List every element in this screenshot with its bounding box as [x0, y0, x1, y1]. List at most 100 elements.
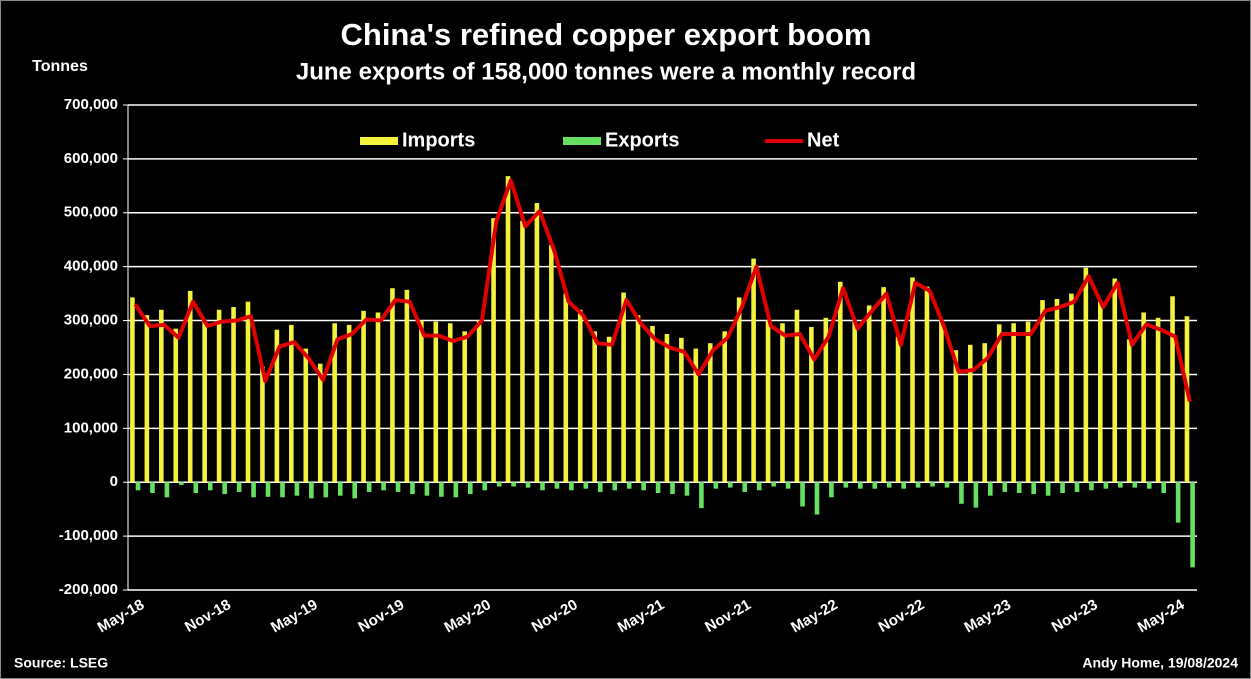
bar: [303, 348, 309, 483]
bar: [953, 350, 959, 483]
bar: [592, 331, 597, 483]
chart-title: China's refined copper export boom: [341, 17, 872, 52]
bar: [390, 288, 395, 483]
bar: [1190, 482, 1195, 568]
bar: [1155, 317, 1161, 483]
bar: [597, 482, 603, 492]
y-tick-label: 500,000: [64, 204, 118, 221]
bar: [549, 245, 554, 483]
bar: [996, 324, 1002, 483]
bar: [722, 331, 728, 483]
bar: [837, 281, 843, 483]
bar: [534, 203, 540, 483]
bar: [193, 482, 199, 493]
bar: [1132, 482, 1138, 488]
bar: [915, 482, 921, 488]
bar: [823, 317, 829, 483]
bar: [967, 344, 973, 483]
line: [133, 178, 1192, 402]
y-tick-label: -100,000: [59, 527, 118, 544]
bar: [1074, 482, 1080, 492]
bar: [187, 290, 193, 483]
bar: [563, 293, 569, 483]
bar: [930, 482, 935, 487]
bar: [150, 482, 155, 493]
bar: [525, 482, 531, 488]
legend-label: Net: [807, 129, 840, 151]
bar: [693, 348, 699, 483]
bar: [1060, 482, 1065, 493]
bar: [800, 482, 805, 507]
bar: [939, 320, 944, 483]
bar: [713, 482, 719, 489]
bar: [467, 482, 473, 495]
bar: [202, 320, 207, 483]
bar: [988, 482, 993, 496]
bar: [404, 289, 410, 483]
bar: [251, 482, 256, 498]
bar: [424, 482, 430, 496]
bar: [829, 482, 834, 498]
bar: [655, 482, 661, 493]
bar: [924, 286, 930, 483]
bar: [794, 309, 800, 483]
bar: [352, 482, 358, 499]
bar: [771, 482, 776, 487]
bar: [901, 482, 906, 489]
bar: [1126, 339, 1132, 483]
bar: [641, 482, 646, 491]
bar: [1069, 293, 1074, 483]
bar: [361, 310, 366, 483]
y-tick-label: 200,000: [64, 365, 118, 382]
bar: [872, 482, 878, 489]
bar: [245, 301, 251, 483]
bar: [280, 482, 285, 498]
bar: [814, 482, 820, 515]
bar: [491, 218, 496, 483]
bar: [1054, 299, 1060, 483]
bar: [670, 482, 675, 495]
credit: Andy Home, 19/08/2024: [1082, 655, 1238, 671]
bar: [635, 315, 641, 483]
bar: [1161, 482, 1166, 493]
bar: [135, 482, 141, 491]
chart-subtitle: June exports of 158,000 tonnes were a mo…: [296, 58, 916, 85]
y-tick-label: -200,000: [59, 581, 118, 598]
bar: [130, 297, 135, 483]
bar: [1045, 482, 1051, 496]
legend-label: Exports: [605, 129, 679, 151]
bar: [410, 482, 415, 495]
bar: [337, 482, 343, 496]
bar: [395, 482, 401, 492]
bar: [866, 305, 872, 483]
bar: [173, 328, 179, 483]
bar: [462, 331, 467, 483]
bar: [520, 220, 525, 483]
bar: [679, 337, 684, 483]
y-tick-label: 600,000: [64, 150, 118, 167]
bar: [1083, 267, 1089, 483]
bar: [323, 482, 329, 498]
bar: [852, 320, 858, 483]
legend-label: Imports: [402, 129, 475, 151]
bar: [606, 336, 612, 483]
bar: [179, 482, 184, 485]
bar: [222, 482, 227, 495]
bar: [366, 482, 372, 492]
bar: [707, 343, 713, 483]
bar: [843, 482, 849, 488]
bar: [453, 482, 459, 498]
bar: [569, 482, 574, 491]
y-tick-label: 700,000: [64, 96, 118, 113]
bar: [699, 482, 704, 509]
source: Source: LSEG: [14, 655, 108, 671]
bar: [496, 482, 502, 487]
bar: [886, 482, 892, 488]
bar: [236, 482, 242, 492]
bar: [577, 309, 583, 483]
bar: [1025, 321, 1031, 483]
bar: [809, 327, 814, 483]
y-tick-label: 400,000: [64, 258, 118, 275]
bar: [1016, 482, 1022, 493]
